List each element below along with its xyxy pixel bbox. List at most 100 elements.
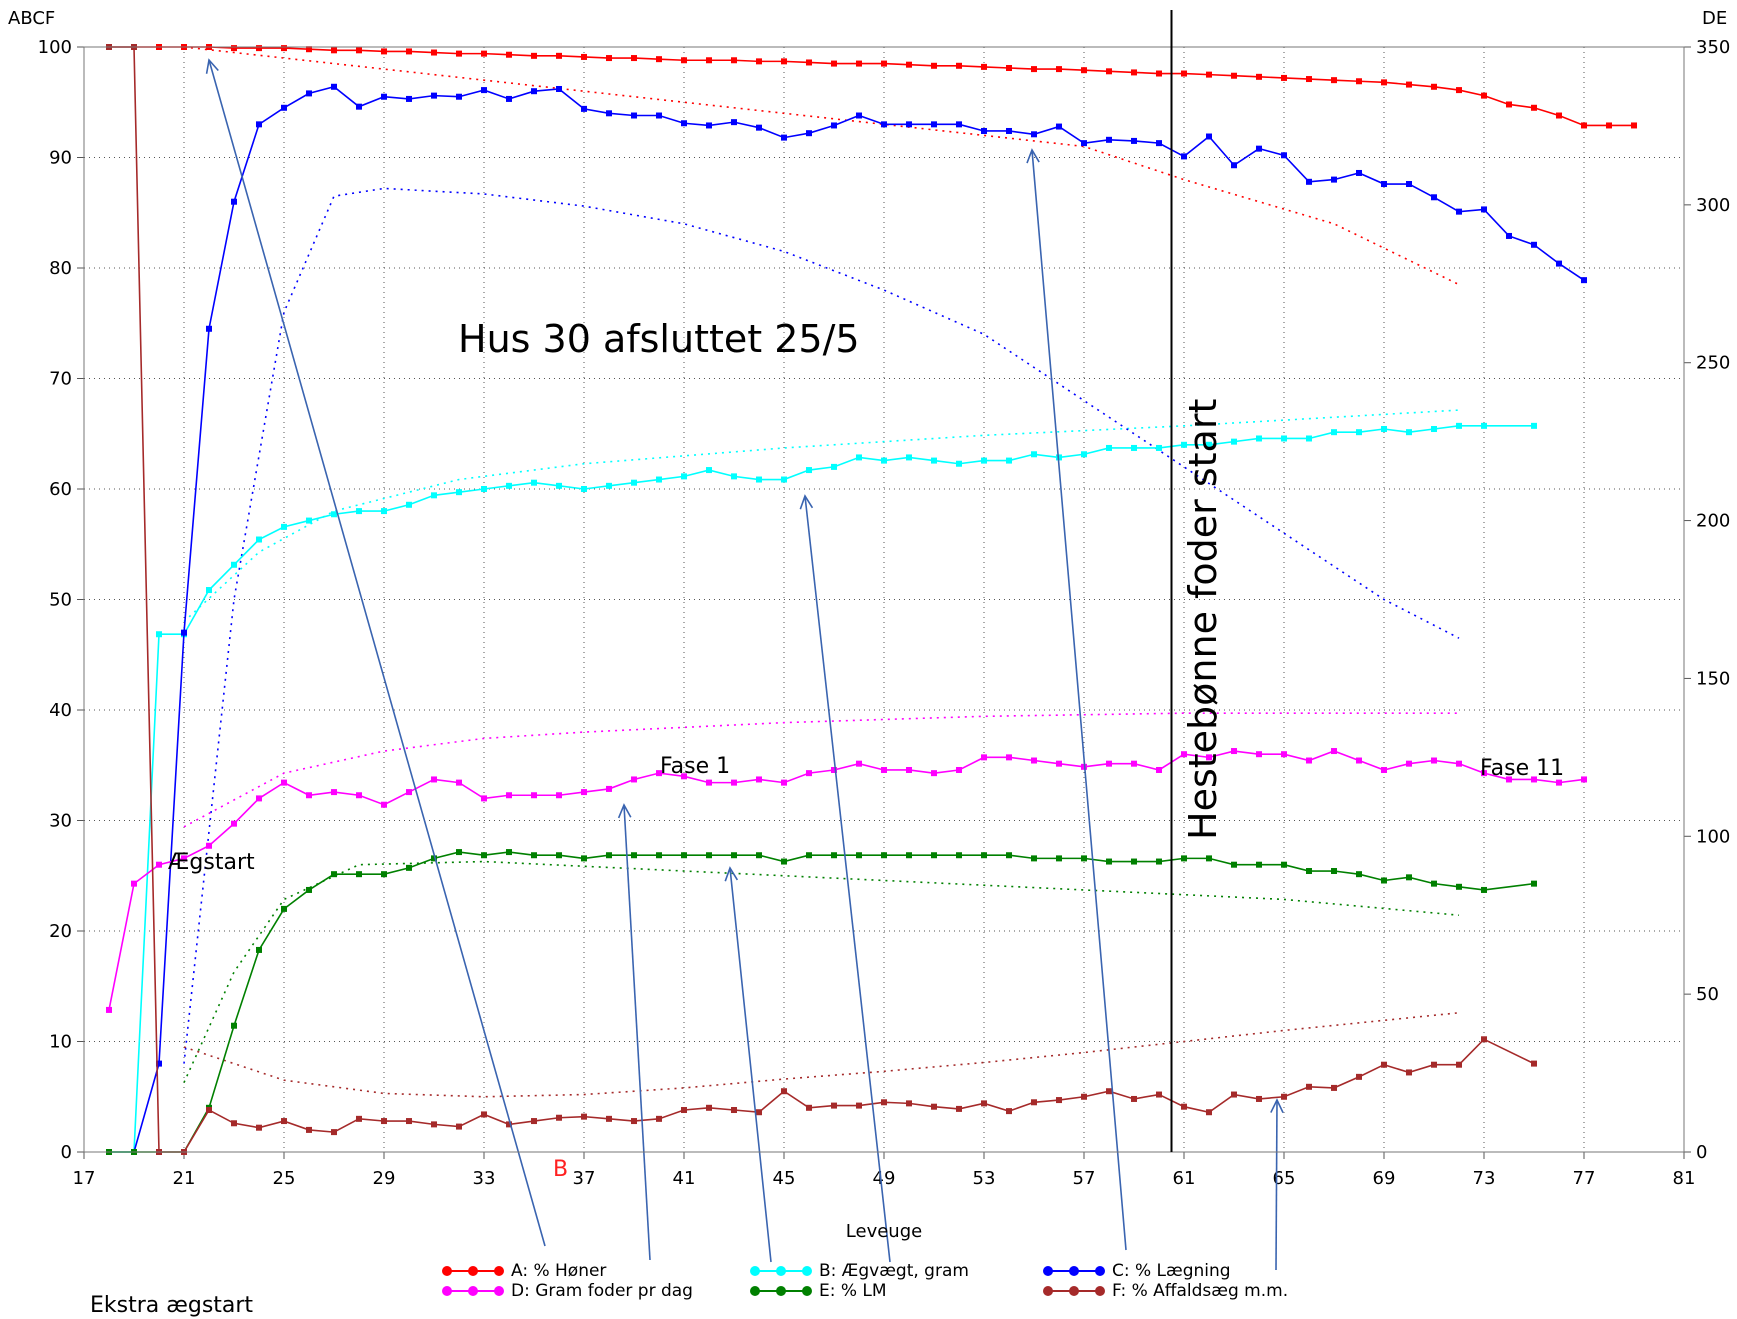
data-point-D xyxy=(931,770,937,776)
data-point-B xyxy=(456,489,462,495)
data-point-D xyxy=(1006,754,1012,760)
data-point-E xyxy=(931,852,937,858)
data-point-A xyxy=(1031,66,1037,72)
data-point-A xyxy=(1006,65,1012,71)
data-point-F xyxy=(331,1129,337,1135)
data-point-A xyxy=(1581,122,1587,128)
series-line-A xyxy=(109,47,1634,125)
data-point-C xyxy=(806,130,812,136)
data-point-D xyxy=(131,881,137,887)
annotation-arrow xyxy=(624,805,650,1260)
data-point-B xyxy=(981,458,987,464)
legend-swatch-marker xyxy=(1043,1286,1053,1296)
data-point-A xyxy=(356,47,362,53)
data-point-A xyxy=(1306,76,1312,82)
annotation-arrows xyxy=(207,60,1283,1270)
data-point-C xyxy=(306,90,312,96)
data-point-A xyxy=(656,56,662,62)
data-point-F xyxy=(1306,1084,1312,1090)
data-point-F xyxy=(856,1103,862,1109)
data-point-F xyxy=(731,1107,737,1113)
y-right-tick-label: 50 xyxy=(1696,984,1719,1005)
data-point-C xyxy=(1381,181,1387,187)
data-point-C xyxy=(1456,209,1462,215)
y-right-tick-label: 250 xyxy=(1696,353,1730,374)
data-point-B xyxy=(1381,426,1387,432)
data-point-E xyxy=(656,852,662,858)
eggstart-note: Ægstart xyxy=(168,850,255,875)
x-tick-label: 37 xyxy=(573,1168,596,1189)
data-point-C xyxy=(1131,138,1137,144)
data-point-D xyxy=(156,862,162,868)
x-tick-label: 73 xyxy=(1473,1168,1496,1189)
legend-swatch-marker xyxy=(750,1286,760,1296)
data-point-A xyxy=(906,62,912,68)
data-point-B xyxy=(481,486,487,492)
data-series xyxy=(106,44,1637,1155)
data-point-E xyxy=(1156,859,1162,865)
data-point-B xyxy=(1406,429,1412,435)
data-point-A xyxy=(1281,75,1287,81)
data-point-C xyxy=(1031,131,1037,137)
data-point-D xyxy=(356,792,362,798)
data-point-A xyxy=(456,51,462,57)
data-point-B xyxy=(856,454,862,460)
data-point-F xyxy=(656,1116,662,1122)
target-line-B xyxy=(184,410,1459,622)
data-point-F xyxy=(631,1118,637,1124)
y-left-tick-label: 0 xyxy=(61,1142,72,1163)
data-point-F xyxy=(231,1120,237,1126)
data-point-B xyxy=(1031,451,1037,457)
data-point-A xyxy=(1431,84,1437,90)
data-point-F xyxy=(306,1127,312,1133)
data-point-D xyxy=(881,767,887,773)
data-point-E xyxy=(406,865,412,871)
data-point-A xyxy=(556,53,562,59)
data-point-D xyxy=(1306,758,1312,764)
data-point-B xyxy=(906,454,912,460)
data-point-E xyxy=(1081,855,1087,861)
data-point-A xyxy=(506,52,512,58)
data-point-F xyxy=(1056,1097,1062,1103)
data-point-E xyxy=(731,852,737,858)
data-point-E xyxy=(1006,852,1012,858)
data-point-C xyxy=(906,121,912,127)
data-point-E xyxy=(356,871,362,877)
y-right-tick-label: 300 xyxy=(1696,195,1730,216)
data-point-C xyxy=(1431,194,1437,200)
data-point-D xyxy=(381,802,387,808)
data-point-B xyxy=(1431,426,1437,432)
data-point-A xyxy=(481,51,487,57)
data-point-B xyxy=(231,562,237,568)
data-point-D xyxy=(956,767,962,773)
target-line-E xyxy=(184,862,1459,1083)
data-point-C xyxy=(406,96,412,102)
data-point-C xyxy=(331,84,337,90)
data-point-B xyxy=(1281,435,1287,441)
data-point-F xyxy=(806,1105,812,1111)
data-point-C xyxy=(456,94,462,100)
data-point-C xyxy=(1581,277,1587,283)
data-point-A xyxy=(631,55,637,61)
data-point-B xyxy=(1331,429,1337,435)
data-point-D xyxy=(1581,776,1587,782)
data-point-C xyxy=(1506,233,1512,239)
data-point-C xyxy=(1281,152,1287,158)
data-point-C xyxy=(1406,181,1412,187)
data-point-F xyxy=(1231,1092,1237,1098)
data-point-A xyxy=(1256,74,1262,80)
data-point-E xyxy=(856,852,862,858)
data-point-F xyxy=(1331,1085,1337,1091)
legend-swatch-marker xyxy=(802,1286,812,1296)
data-point-D xyxy=(856,761,862,767)
legend-swatch-marker xyxy=(1095,1266,1105,1276)
data-point-B xyxy=(931,458,937,464)
data-point-C xyxy=(256,121,262,127)
data-point-C xyxy=(656,113,662,119)
data-point-B xyxy=(281,524,287,530)
legend-swatch-marker xyxy=(776,1266,786,1276)
data-point-C xyxy=(1106,137,1112,143)
data-point-F xyxy=(431,1121,437,1127)
data-point-F xyxy=(456,1124,462,1130)
